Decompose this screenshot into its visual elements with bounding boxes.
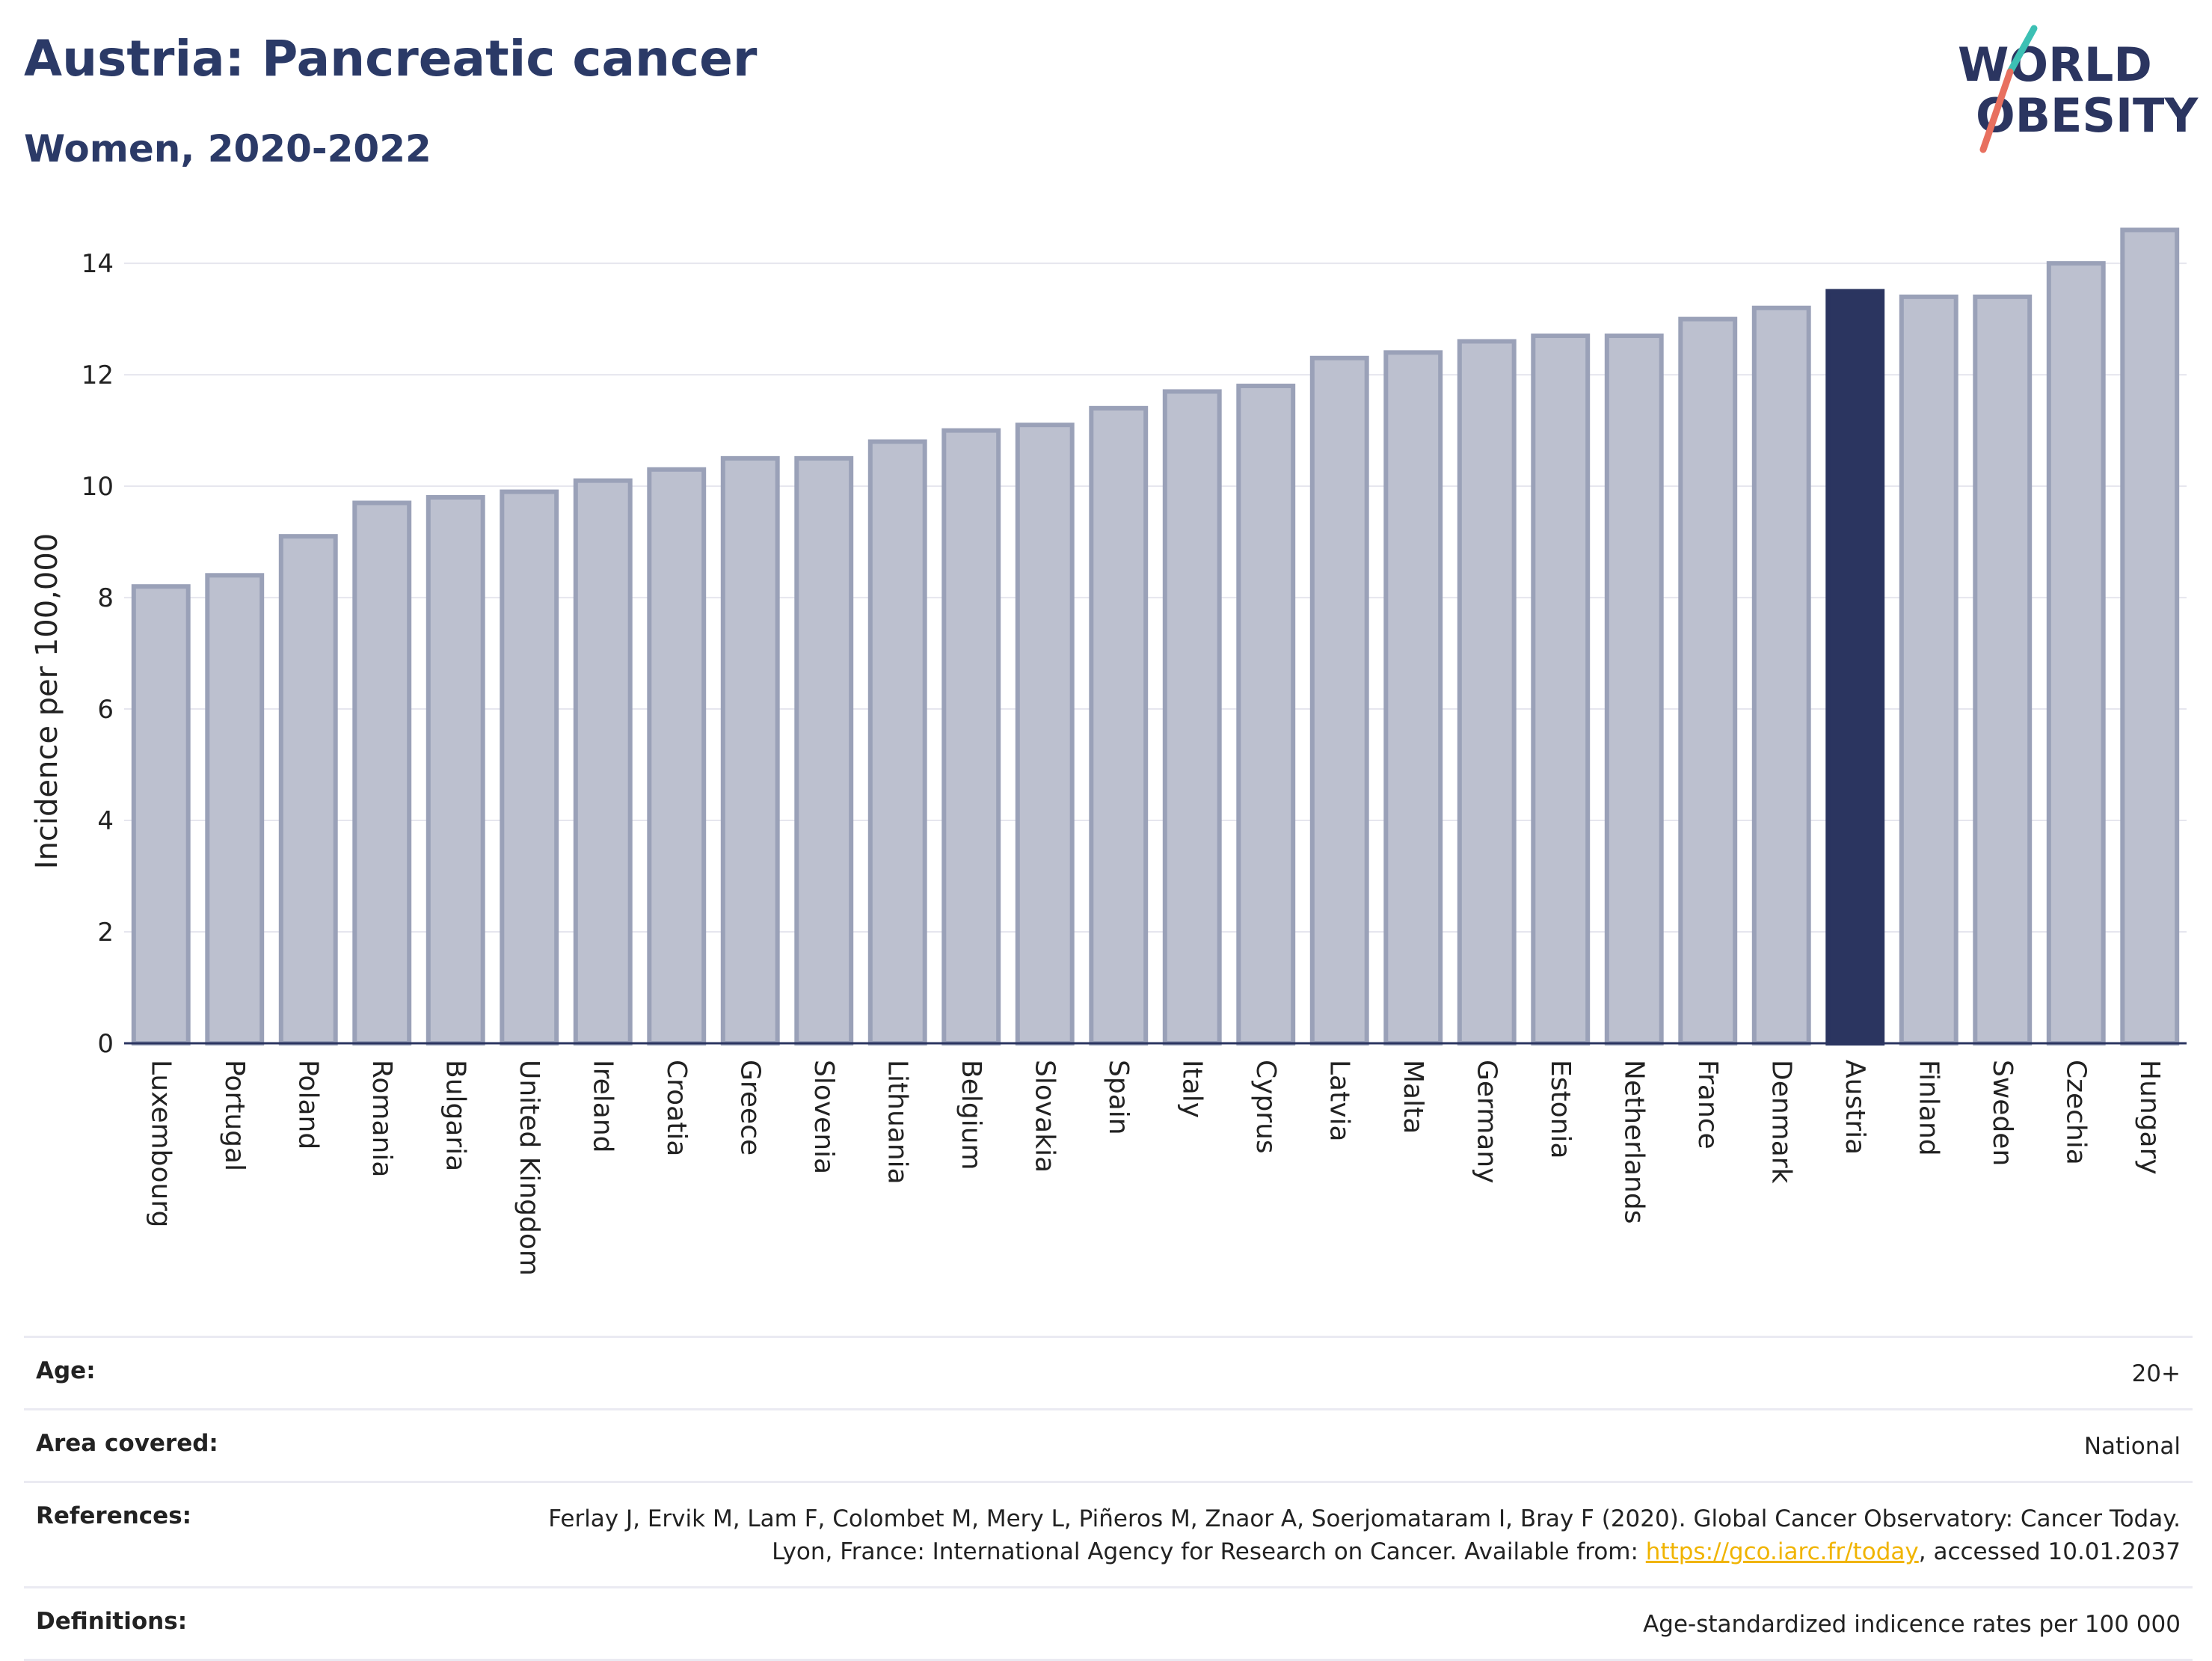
bar xyxy=(205,573,265,1046)
x-tick-label: Ireland xyxy=(587,1060,618,1153)
meta-label-definitions: Definitions: xyxy=(36,1608,188,1635)
x-tick-label: Poland xyxy=(292,1060,323,1149)
x-tick-label: Portugal xyxy=(219,1060,250,1171)
bar xyxy=(352,500,412,1046)
meta-row-references: References: Ferlay J, Ervik M, Lam F, Co… xyxy=(24,1481,2193,1586)
bar xyxy=(278,534,338,1046)
x-tick-label: Cyprus xyxy=(1250,1060,1281,1154)
bar xyxy=(1604,333,1664,1046)
world-obesity-logo: WORLD OBESITY xyxy=(1958,25,2199,153)
bar xyxy=(1751,305,1811,1046)
x-tick-label: Luxembourg xyxy=(145,1060,176,1227)
y-tick-label: 0 xyxy=(97,1029,114,1059)
x-tick-label: Bulgaria xyxy=(440,1060,470,1171)
meta-row-age: Age: 20+ xyxy=(24,1336,2193,1408)
x-tick-label: Latvia xyxy=(1324,1060,1354,1142)
bar xyxy=(1678,316,1738,1046)
x-tick-label: Romania xyxy=(366,1060,397,1177)
reference-text: Ferlay J, Ervik M, Lam F, Colombet M, Me… xyxy=(548,1505,2181,1565)
bar xyxy=(1457,339,1517,1046)
meta-value-area: National xyxy=(2083,1433,2181,1460)
y-tick-label: 8 xyxy=(97,583,114,613)
x-tick-label: Denmark xyxy=(1766,1060,1796,1184)
x-tick-label: Czechia xyxy=(2060,1060,2091,1165)
y-tick-label: 10 xyxy=(82,472,114,502)
x-tick-label: Finland xyxy=(1913,1060,1944,1156)
x-tick-label: Germany xyxy=(1471,1060,1502,1183)
logo-word-world: WORLD xyxy=(1958,37,2152,92)
x-tick-label: Netherlands xyxy=(1618,1060,1649,1224)
bar-highlighted xyxy=(1825,289,1885,1046)
bar xyxy=(794,455,854,1046)
x-tick-label: Austria xyxy=(1840,1060,1870,1155)
y-tick-label: 14 xyxy=(82,249,114,279)
logo-stripe-coral xyxy=(1979,68,2014,153)
bar xyxy=(1973,294,2033,1046)
chart-subtitle: Women, 2020-2022 xyxy=(24,127,431,171)
chart-title: Austria: Pancreatic cancer xyxy=(24,30,758,87)
x-tick-label: Malta xyxy=(1398,1060,1428,1134)
y-axis-label: Incidence per 100,000 xyxy=(30,533,64,870)
bar-chart: 0 2 4 6 8 10 12 14 Luxembourg Portugal Poland Roma… xyxy=(30,227,2187,1276)
bar xyxy=(1899,294,1958,1046)
metadata-table: Age: 20+ Area covered: National Referenc… xyxy=(24,1336,2193,1661)
y-tick-labels: 0 2 4 6 8 10 12 14 xyxy=(82,249,114,1059)
bars xyxy=(131,227,2180,1046)
y-tick-label: 2 xyxy=(97,918,114,948)
bar xyxy=(941,428,1001,1046)
meta-row-area: Area covered: National xyxy=(24,1408,2193,1481)
bar xyxy=(425,495,485,1046)
bar xyxy=(720,455,780,1046)
x-tick-label: Hungary xyxy=(2134,1060,2165,1175)
x-tick-label: Lithuania xyxy=(882,1060,912,1185)
meta-label-references: References: xyxy=(36,1502,192,1529)
logo-stripe-teal xyxy=(2006,25,2038,76)
bar xyxy=(1015,423,1075,1046)
x-tick-label: United Kingdom xyxy=(514,1060,544,1276)
y-tick-label: 6 xyxy=(97,695,114,725)
y-tick-label: 12 xyxy=(82,360,114,390)
bar xyxy=(2046,261,2106,1046)
meta-label-area: Area covered: xyxy=(36,1430,218,1457)
meta-value-definitions: Age-standardized indicence rates per 100… xyxy=(1643,1611,2181,1638)
bar xyxy=(1162,389,1222,1046)
bar xyxy=(573,478,633,1046)
meta-value-age: 20+ xyxy=(2131,1360,2181,1387)
bar xyxy=(1383,350,1443,1046)
bar xyxy=(1309,355,1369,1046)
x-tick-label: Slovenia xyxy=(808,1060,839,1174)
meta-label-age: Age: xyxy=(36,1357,96,1384)
x-tick-label: Greece xyxy=(734,1060,765,1155)
bar xyxy=(1531,333,1591,1046)
x-tick-label: Sweden xyxy=(1987,1060,2018,1166)
x-tick-label: Estonia xyxy=(1545,1060,1576,1159)
meta-row-definitions: Definitions: Age-standardized indicence … xyxy=(24,1586,2193,1661)
meta-value-references: Ferlay J, Ervik M, Lam F, Colombet M, Me… xyxy=(498,1502,2181,1568)
x-tick-labels: Luxembourg Portugal Poland Romania Bulgaria U… xyxy=(145,1060,2165,1276)
bar xyxy=(1236,384,1296,1046)
logo-word-obesity: OBESITY xyxy=(1976,88,2199,143)
reference-link[interactable]: https://gco.iarc.fr/today xyxy=(1645,1538,1919,1565)
x-tick-label: Croatia xyxy=(661,1060,692,1156)
x-tick-label: France xyxy=(1692,1060,1723,1149)
bar xyxy=(500,489,559,1046)
bar xyxy=(647,467,707,1046)
bar xyxy=(867,439,927,1046)
x-tick-label: Spain xyxy=(1103,1060,1134,1135)
x-tick-label: Italy xyxy=(1176,1060,1207,1118)
y-tick-label: 4 xyxy=(97,806,114,836)
bar xyxy=(131,584,191,1046)
bar xyxy=(1089,405,1149,1046)
reference-accessed: , accessed 10.01.2037 xyxy=(1918,1538,2181,1565)
x-tick-label: Belgium xyxy=(956,1060,986,1170)
bar xyxy=(2120,227,2180,1046)
x-tick-label: Slovakia xyxy=(1029,1060,1060,1173)
